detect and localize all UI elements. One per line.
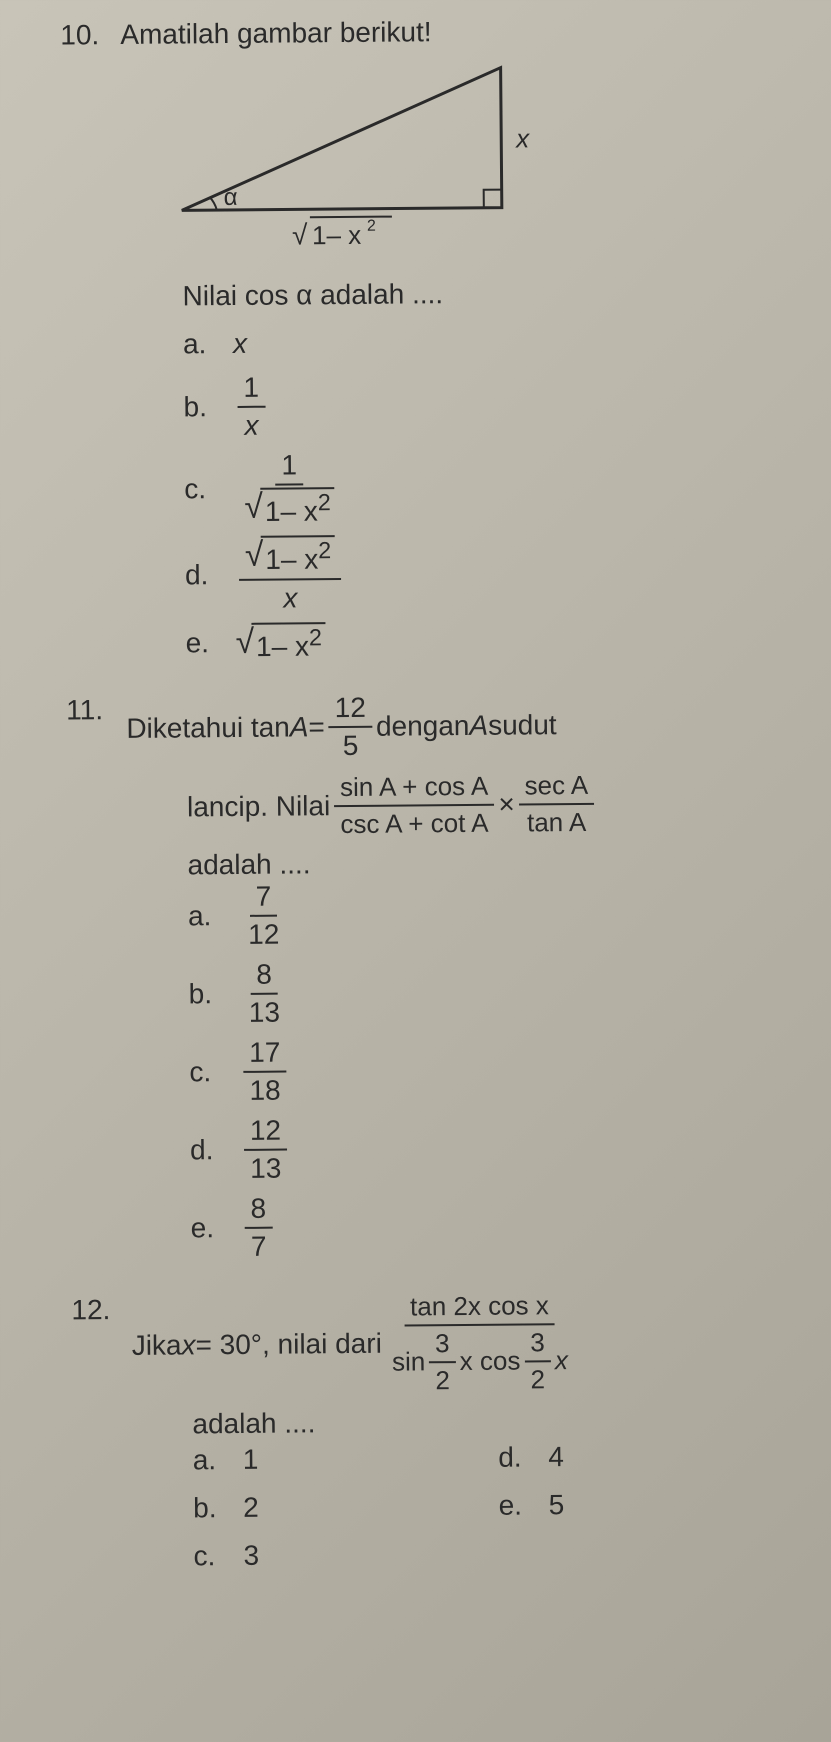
q11-prompt: Diketahui tan A = 12 5 dengan A sudut	[126, 688, 798, 764]
triangle-base-exp: 2	[367, 218, 376, 235]
q10-option-d: d. √1– x2 x	[185, 531, 797, 615]
q11-frac-num: 12	[329, 692, 372, 728]
q11-line2: lancip. Nilai sin A + cos A csc A + cot …	[187, 768, 799, 841]
q10-header: 10. Amatilah gambar berikut!	[60, 13, 791, 51]
q11-number: 11.	[66, 694, 126, 727]
q11-option-e: e. 8 7	[190, 1188, 802, 1263]
q12-line2: adalah ....	[192, 1403, 803, 1440]
q12-opt-c-label: c.	[193, 1540, 243, 1572]
q10-opt-c-value: 1 √1– x2	[234, 449, 345, 528]
q10-opt-d-value: √1– x2 x	[235, 535, 346, 614]
q10-opt-c-label: c.	[184, 473, 234, 505]
q10-opt-d-num: √1– x2	[239, 535, 342, 580]
q11-expr-f1-den: csc A + cot A	[334, 806, 494, 840]
q12-opt-b-label: b.	[193, 1492, 243, 1524]
q12-header: 12. Jika x = 30°, nilai dari tan 2x cos …	[71, 1288, 803, 1399]
q10-option-c: c. 1 √1– x2	[184, 445, 796, 529]
q11-frac-den: 5	[337, 728, 365, 762]
triangle-svg: x α √ 1– x 2	[161, 57, 543, 260]
q11-expr-f1-num: sin A + cos A	[334, 771, 494, 807]
question-10: 10. Amatilah gambar berikut! x α √ 1– x …	[60, 13, 797, 664]
q11-header: 11. Diketahui tan A = 12 5 dengan A sudu…	[66, 688, 798, 764]
q10-opt-b-den: x	[238, 408, 264, 442]
q10-opt-b-num: 1	[237, 372, 265, 408]
q10-opt-d-label: d.	[185, 559, 235, 591]
q12-options: a. 1 b. 2 c. 3 d. 4 e. 5	[193, 1435, 805, 1584]
q12-option-e: e. 5	[498, 1483, 804, 1526]
q12-opt-a-value: 1	[243, 1444, 259, 1476]
q10-opt-c-num: 1	[275, 449, 303, 485]
q12-option-d: d. 4	[498, 1435, 804, 1478]
q12-opt-e-value: 5	[549, 1489, 565, 1521]
q11-expr-f2-den: tan A	[521, 805, 593, 839]
q11-option-a: a. 7 12	[188, 876, 800, 951]
q11-option-c: c. 17 18	[189, 1032, 801, 1107]
question-12: 12. Jika x = 30°, nilai dari tan 2x cos …	[71, 1288, 805, 1585]
q11-opt-d-value: 12 13	[240, 1114, 292, 1184]
q10-prompt: Amatilah gambar berikut!	[120, 13, 791, 51]
q10-opt-e-value: √1– x2	[235, 622, 326, 663]
q10-subprompt: Nilai cos α adalah ....	[182, 275, 793, 312]
q10-opt-a-label: a.	[183, 328, 233, 360]
q11-opt-e-label: e.	[191, 1212, 241, 1244]
question-11: 11. Diketahui tan A = 12 5 dengan A sudu…	[66, 688, 802, 1264]
q11-body: lancip. Nilai sin A + cos A csc A + cot …	[187, 768, 799, 881]
triangle-base-sqrt-sign: √	[292, 219, 308, 250]
q10-triangle: x α √ 1– x 2	[161, 55, 794, 265]
q12-option-a: a. 1	[193, 1438, 499, 1481]
q10-option-b: b. 1 x	[183, 367, 795, 442]
q11-opt-b-label: b.	[189, 978, 239, 1010]
q10-opt-d-den: x	[277, 580, 303, 614]
triangle-side-x: x	[514, 123, 530, 153]
q11-expr-f2-num: sec A	[518, 770, 594, 806]
q10-opt-e-label: e.	[185, 627, 235, 659]
q12-opt-d-label: d.	[498, 1441, 548, 1473]
q12-body: adalah ....	[192, 1403, 803, 1440]
q11-opt-e-value: 8 7	[240, 1193, 276, 1263]
q11-opt-c-value: 17 18	[239, 1036, 291, 1106]
q12-opt-c-value: 3	[243, 1540, 259, 1572]
q10-option-a: a. x	[183, 319, 794, 364]
q12-option-c: c. 3	[193, 1534, 499, 1577]
q10-opt-a-value: x	[233, 328, 247, 360]
q12-prompt: Jika x = 30°, nilai dari tan 2x cos x si…	[131, 1288, 803, 1399]
q11-opt-b-value: 8 13	[238, 958, 290, 1028]
q12-number: 12.	[71, 1294, 131, 1327]
q10-opt-b-value: 1 x	[233, 372, 269, 442]
q11-opt-a-value: 7 12	[238, 880, 290, 950]
q12-option-b: b. 2	[193, 1486, 499, 1529]
q12-options-col1: a. 1 b. 2 c. 3	[193, 1438, 500, 1585]
q12-frac-num: tan 2x cos x	[404, 1290, 555, 1326]
page-content: 10. Amatilah gambar berikut! x α √ 1– x …	[0, 0, 831, 1636]
triangle-base-expr: 1– x	[312, 220, 361, 250]
q11-opt-d-label: d.	[190, 1134, 240, 1166]
triangle-angle-alpha: α	[224, 184, 238, 211]
q10-opt-c-den: √1– x2	[238, 485, 341, 528]
q10-number: 10.	[60, 19, 120, 52]
q10-option-e: e. √1– x2	[185, 618, 796, 664]
q12-options-col2: d. 4 e. 5	[498, 1435, 805, 1582]
q12-opt-d-value: 4	[548, 1441, 564, 1473]
q11-opt-a-label: a.	[188, 900, 238, 932]
q12-opt-a-label: a.	[193, 1444, 243, 1476]
q12-frac-den: sin 3 2 x cos 3 2 x	[386, 1325, 574, 1397]
q12-opt-e-label: e.	[499, 1489, 549, 1521]
q11-option-d: d. 12 13	[190, 1110, 802, 1185]
q12-opt-b-value: 2	[243, 1492, 259, 1524]
q10-opt-b-label: b.	[183, 391, 233, 423]
q11-option-b: b. 8 13	[188, 954, 800, 1029]
q11-opt-c-label: c.	[189, 1056, 239, 1088]
q11-line3: adalah ....	[187, 844, 798, 881]
